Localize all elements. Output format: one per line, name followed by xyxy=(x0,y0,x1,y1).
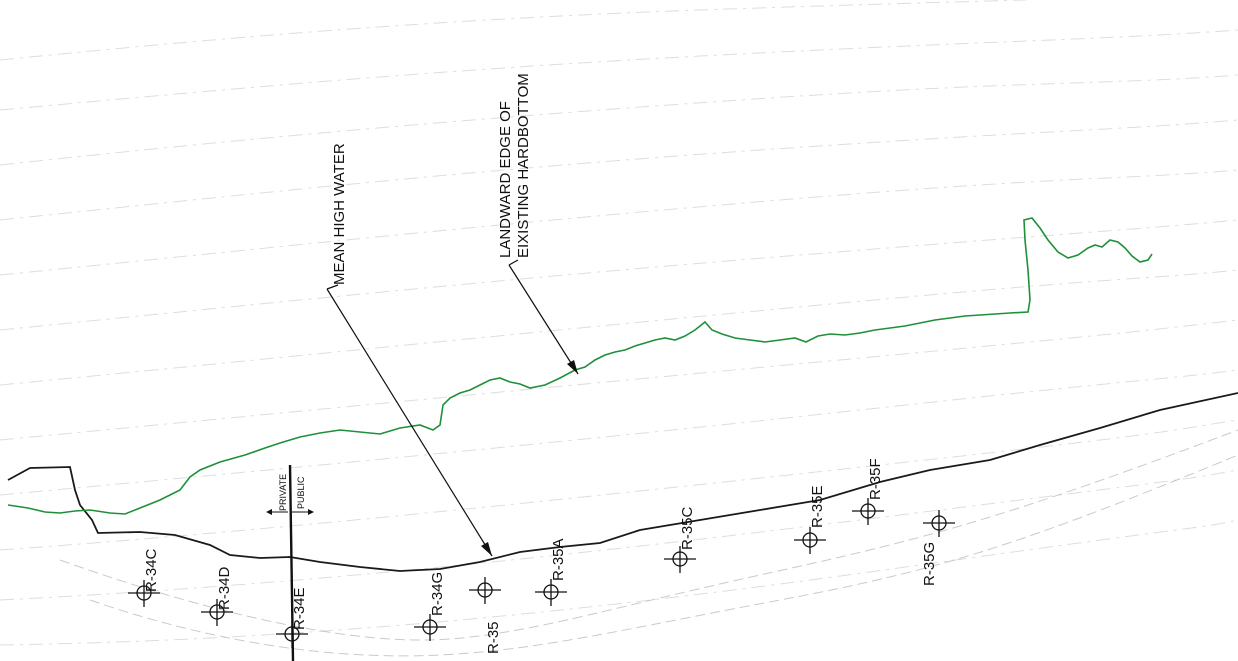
label-mean-high-water: MEAN HIGH WATER xyxy=(331,143,348,285)
monument-label: R-35F xyxy=(867,458,884,500)
monument-label: R-35C xyxy=(679,506,696,550)
crosshair-circle-icon xyxy=(414,614,446,641)
crosshair-circle-icon xyxy=(128,580,160,607)
crosshair-circle-icon xyxy=(201,599,233,626)
monument-label: R-34E xyxy=(291,587,308,630)
monument-r-34d: R-34D xyxy=(201,566,233,626)
label-private: PRIVATE xyxy=(278,474,288,511)
monument-label: R-35A xyxy=(550,538,567,581)
label-public: PUBLIC xyxy=(296,476,306,509)
monument-r-35g: R-35G xyxy=(921,510,955,586)
monument-r-35f: R-35F xyxy=(852,458,884,525)
monument-r-35c: R-35C xyxy=(664,506,696,573)
leader-hardbottom xyxy=(508,259,579,375)
monument-r-35: R-35 xyxy=(469,577,502,654)
monument-label: R-35E xyxy=(809,485,826,528)
monument-r-34c: R-34C xyxy=(128,548,160,607)
arrow-right-icon xyxy=(308,509,314,515)
monument-r-35e: R-35E xyxy=(794,485,826,554)
nearshore-contours xyxy=(59,429,1238,657)
crosshair-circle-icon xyxy=(469,577,501,604)
contour-lines xyxy=(0,0,1238,646)
crosshair-circle-icon xyxy=(794,527,826,554)
monument-label: R-35 xyxy=(485,621,502,654)
monument-r-34e: R-34E xyxy=(276,587,308,648)
monument-label: R-35G xyxy=(921,542,938,586)
leader-mhw xyxy=(326,284,493,557)
crosshair-circle-icon xyxy=(852,498,884,525)
label-landward-edge-1: LANDWARD EDGE OF xyxy=(497,101,514,258)
monument-label: R-34D xyxy=(216,566,233,610)
crosshair-circle-icon xyxy=(276,621,308,648)
arrow-left-icon xyxy=(266,509,272,515)
monument-label: R-34C xyxy=(143,548,160,592)
crosshair-circle-icon xyxy=(923,510,955,537)
crosshair-circle-icon xyxy=(535,579,567,606)
monument-label: R-34G xyxy=(429,572,446,616)
arrowhead-icon xyxy=(567,360,578,374)
hardbottom-edge-line xyxy=(7,217,1153,515)
monument-r-34g: R-34G xyxy=(414,572,446,641)
mean-high-water-line xyxy=(7,392,1238,572)
label-landward-edge-2: EIXISTING HARDBOTTOM xyxy=(515,73,532,258)
monument-r-35a: R-35A xyxy=(535,538,567,606)
crosshair-circle-icon xyxy=(664,546,696,573)
arrowhead-icon xyxy=(481,542,492,556)
